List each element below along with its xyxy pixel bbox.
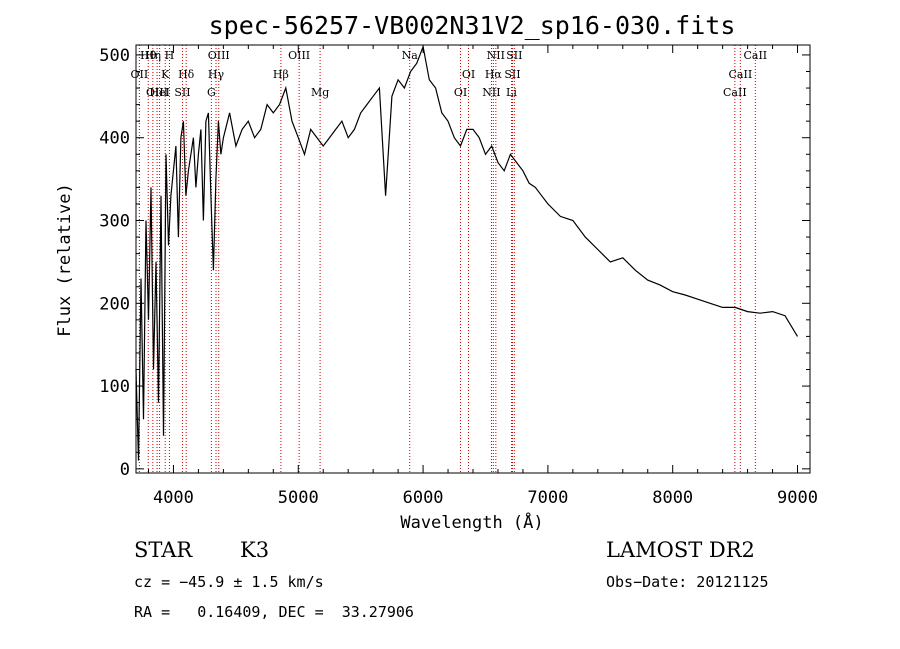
x-axis-label: Wavelength (Å)	[400, 511, 543, 533]
x-tick-label: 8000	[652, 488, 693, 508]
emission-line-label: OIII	[288, 49, 310, 62]
emission-line-label: Mg	[311, 86, 329, 99]
emission-line-label: OI	[454, 86, 467, 99]
emission-line-label: G	[207, 86, 216, 99]
chart-title: spec-56257-VB002N31V2_sp16-030.fits	[209, 11, 736, 40]
survey-name: LAMOST DR2	[606, 538, 755, 562]
plot-frame	[135, 44, 811, 474]
x-tick-label: 6000	[403, 488, 444, 508]
object-subclass: K3	[240, 538, 270, 562]
redshift-readout: cz = −45.9 ± 1.5 km/s	[134, 573, 324, 591]
emission-line-label: K	[161, 68, 170, 81]
emission-line-label: Li	[506, 86, 517, 99]
emission-line-label: Hδ	[178, 68, 195, 81]
y-tick-label: 100	[99, 377, 130, 397]
y-axis-label: Flux (relative)	[55, 183, 75, 337]
y-axis-ticks: 0 100 200 300 400 500	[99, 46, 810, 480]
emission-line-label: Hγ	[208, 68, 225, 81]
x-axis-ticks: 4000 5000 6000 7000 8000 9000	[147, 45, 818, 508]
emission-line-label: SII	[506, 49, 522, 62]
object-class: STAR	[134, 538, 193, 562]
x-tick-label: 5000	[278, 488, 319, 508]
x-tick-label: 9000	[777, 488, 818, 508]
emission-line-label: OI	[462, 68, 475, 81]
y-tick-label: 0	[120, 460, 130, 480]
ra-dec-readout: RA = 0.16409, DEC = 33.27906	[134, 603, 414, 621]
y-tick-label: 400	[99, 129, 130, 149]
x-tick-label: 7000	[527, 488, 568, 508]
emission-line-label: Hα	[485, 68, 503, 81]
emission-line-label: CaII	[723, 86, 747, 99]
emission-line-markers	[138, 45, 756, 473]
obs-date: Obs−Date: 20121125	[606, 573, 769, 591]
emission-line-labels: Hθ OII OIII HηK HeI HHδ SII OIII Hγ G OIII Hβ Mg Na OI…	[131, 49, 768, 99]
emission-line-label: Hθ	[140, 49, 157, 62]
emission-line-label: CaII	[729, 68, 753, 81]
emission-line-label: Hη	[145, 49, 161, 62]
emission-line-label: NII	[487, 49, 505, 62]
y-tick-label: 300	[99, 212, 130, 232]
emission-line-label: H	[165, 49, 175, 62]
spectrum-line	[135, 44, 799, 461]
emission-line-label: Na	[402, 49, 419, 62]
emission-line-label: CaII	[743, 49, 767, 62]
emission-line-label: HeI	[149, 86, 169, 99]
y-tick-label: 200	[99, 294, 130, 314]
emission-line-label: Hβ	[273, 68, 289, 81]
emission-line-label: OII	[131, 68, 149, 81]
emission-line-label: OIII	[208, 49, 230, 62]
y-tick-label: 500	[99, 46, 130, 66]
emission-line-label: SII	[504, 68, 520, 81]
emission-line-label: SII	[174, 86, 190, 99]
emission-line-label: OIII	[146, 86, 168, 99]
x-tick-label: 4000	[153, 488, 194, 508]
emission-line-label: NII	[482, 86, 500, 99]
